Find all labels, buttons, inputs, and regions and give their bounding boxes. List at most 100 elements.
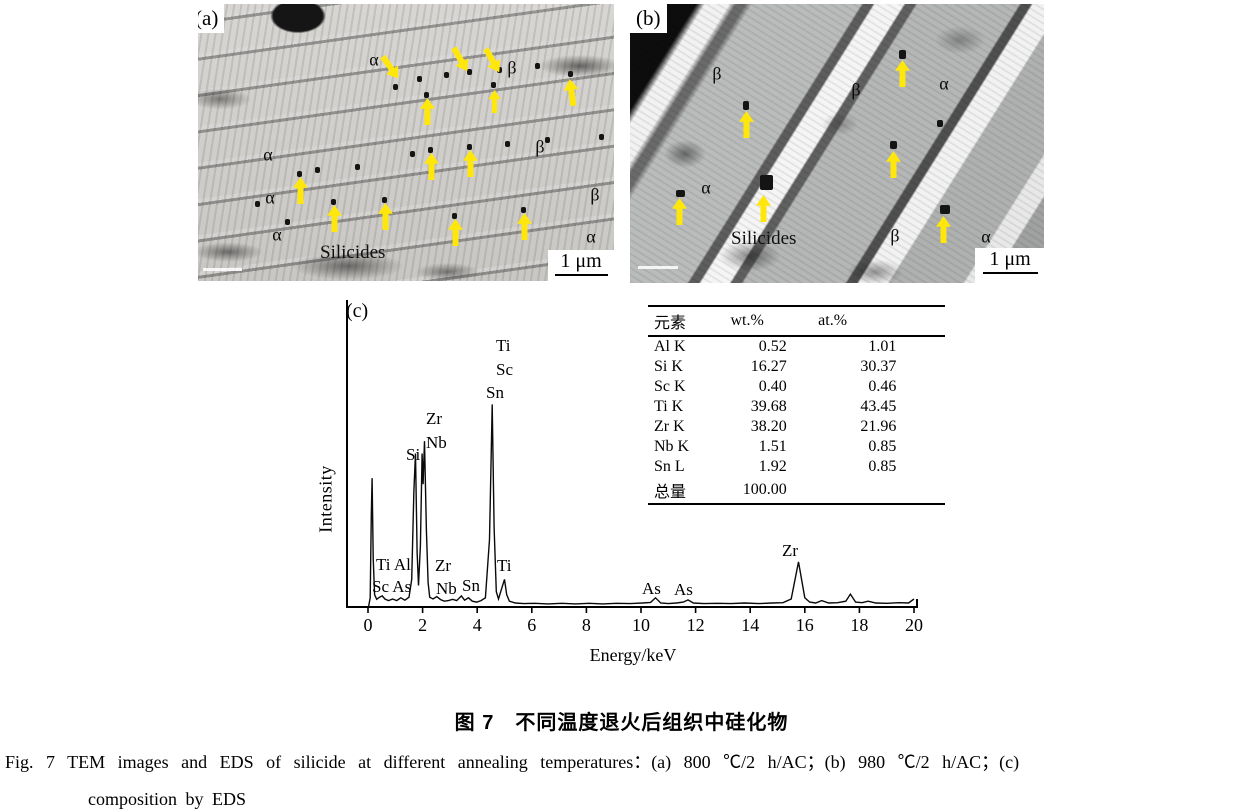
eds-table-cell: 0.40 bbox=[758, 378, 787, 395]
table-pad bbox=[896, 477, 945, 504]
silicides-label-a: Silicides bbox=[320, 242, 386, 263]
silicide-particle bbox=[743, 101, 749, 110]
x-tick-label: 6 bbox=[527, 615, 536, 635]
peak-label: As bbox=[642, 579, 661, 598]
silicide-arrow-icon bbox=[327, 205, 342, 232]
caption-english-line2: composition by EDS bbox=[88, 789, 247, 809]
silicide-arrow-icon bbox=[936, 216, 951, 243]
silicide-particle bbox=[676, 190, 685, 197]
eds-table-cell: Si K bbox=[654, 358, 683, 375]
eds-table-row: Ti K 39.68 43.45 bbox=[648, 397, 945, 417]
eds-table-cell bbox=[787, 477, 897, 504]
scale-line-b bbox=[982, 272, 1038, 274]
silicide-particle bbox=[355, 164, 360, 170]
eds-spectrum-curve bbox=[367, 404, 915, 608]
peak-label: Si bbox=[406, 445, 421, 464]
phase-label: α bbox=[265, 187, 275, 208]
phase-label: α bbox=[369, 49, 379, 70]
eds-table-header: at.% bbox=[786, 306, 897, 337]
phase-label: β bbox=[507, 57, 517, 78]
silicide-particle bbox=[535, 63, 540, 69]
silicide-arrow-icon bbox=[448, 219, 463, 246]
silicide-particle bbox=[467, 69, 472, 75]
eds-table-cell: Sc K bbox=[654, 378, 686, 395]
x-tick-label: 4 bbox=[473, 615, 482, 635]
eds-table-cell: Zr K bbox=[654, 418, 685, 435]
panel-c-tag: (c) bbox=[346, 300, 369, 322]
annotations-layer-b: β β α α β α bbox=[630, 4, 1044, 283]
peak-label: Zr bbox=[782, 541, 799, 560]
silicide-particle bbox=[760, 175, 773, 190]
eds-table-cell: Sn L bbox=[654, 458, 685, 475]
phase-label: α bbox=[701, 177, 711, 198]
silicide-particle bbox=[382, 197, 387, 203]
x-tick-label: 2 bbox=[418, 615, 427, 635]
silicide-particle bbox=[467, 144, 472, 150]
phase-label: β bbox=[535, 136, 545, 157]
eds-table-row: Sn L 1.92 0.85 bbox=[648, 457, 945, 477]
silicide-arrow-icon bbox=[672, 198, 687, 225]
table-pad bbox=[896, 336, 945, 357]
silicide-arrow-icon bbox=[488, 90, 501, 113]
silicide-particle bbox=[940, 205, 950, 214]
peak-label: Ti bbox=[496, 336, 511, 355]
eds-spectrum-panel: 0 2 4 6 8 10 12 14 16 18 20 (c) Ti Sc Sn Zr Nb Si Ti Al S… bbox=[300, 293, 960, 683]
x-tick-label: 12 bbox=[687, 615, 705, 635]
eds-table-row: Al K 0.52 1.01 bbox=[648, 336, 945, 357]
silicide-particle bbox=[331, 199, 336, 205]
scale-bar-a: 1 μm bbox=[548, 250, 614, 281]
table-pad bbox=[896, 306, 945, 337]
phase-label: β bbox=[851, 79, 861, 100]
table-pad bbox=[896, 417, 945, 437]
silicide-particle bbox=[491, 82, 496, 88]
x-axis-title: Energy/keV bbox=[589, 645, 677, 665]
eds-table-cell: 总量 bbox=[654, 484, 687, 501]
scale-line-a bbox=[554, 274, 608, 276]
eds-table-cell: 16.27 bbox=[750, 358, 787, 375]
mini-scale-bar-a bbox=[203, 268, 242, 271]
y-axis-title: Intensity bbox=[315, 465, 336, 533]
eds-table-cell: Nb K bbox=[654, 438, 690, 455]
eds-table-cell: 30.37 bbox=[860, 358, 897, 375]
eds-table-header: 元素 bbox=[648, 306, 708, 337]
silicide-particle bbox=[417, 76, 422, 82]
phase-label: α bbox=[586, 226, 596, 247]
peak-label: Sn bbox=[462, 576, 480, 595]
peak-label: Nb bbox=[426, 433, 447, 452]
silicide-particle bbox=[452, 213, 457, 219]
x-tick-label: 8 bbox=[582, 615, 591, 635]
silicide-arrow-icon bbox=[895, 60, 910, 87]
eds-table-cell: 1.51 bbox=[758, 438, 787, 455]
eds-table-row: Si K 16.27 30.37 bbox=[648, 357, 945, 377]
x-tick-label: 0 bbox=[364, 615, 373, 635]
peak-label: Sc bbox=[496, 360, 513, 379]
silicide-particle bbox=[545, 137, 550, 143]
silicide-particle bbox=[315, 167, 320, 173]
eds-table-cell: 39.68 bbox=[750, 398, 787, 415]
silicide-arrow-icon bbox=[756, 195, 771, 222]
eds-table-cell: 0.85 bbox=[868, 458, 897, 475]
silicide-particle bbox=[890, 141, 897, 149]
scale-text-b: 1 μm bbox=[989, 248, 1031, 270]
silicide-particle bbox=[444, 72, 449, 78]
silicide-arrow-icon bbox=[886, 151, 901, 178]
eds-table-cell: 0.85 bbox=[868, 438, 897, 455]
silicide-arrow-icon bbox=[377, 52, 405, 83]
peak-label: Zr bbox=[426, 409, 443, 428]
eds-table-cell: Al K bbox=[654, 338, 686, 355]
silicide-arrow-icon bbox=[463, 150, 478, 177]
table-pad bbox=[896, 437, 945, 457]
silicide-particle bbox=[393, 84, 398, 90]
table-pad bbox=[896, 397, 945, 417]
silicide-particle bbox=[937, 120, 943, 127]
silicide-arrow-icon bbox=[293, 177, 308, 204]
eds-table-cell: 43.45 bbox=[860, 398, 897, 415]
silicide-particle bbox=[521, 207, 526, 213]
phase-label: α bbox=[272, 224, 282, 245]
table-pad bbox=[896, 457, 945, 477]
silicide-particle bbox=[899, 50, 906, 59]
phase-label: α bbox=[939, 73, 949, 94]
silicide-particle bbox=[255, 201, 260, 207]
